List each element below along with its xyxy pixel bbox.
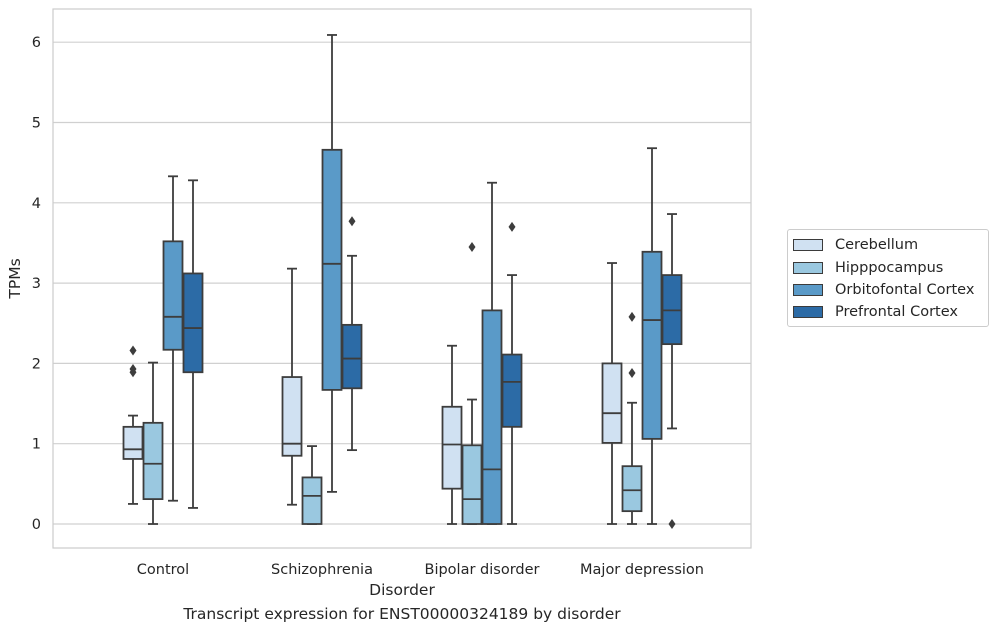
box-2-0: [162, 175, 184, 502]
box-3-1: [341, 216, 363, 452]
legend-item-prefrontal: Prefrontal Cortex: [793, 302, 958, 322]
box-1-0: [142, 361, 164, 525]
box-iqr: [182, 272, 204, 374]
x-tick-label: Major depression: [580, 562, 704, 578]
box-iqr: [481, 309, 503, 525]
y-tick-label: 0: [32, 517, 41, 533]
y-tick-label: 3: [32, 276, 41, 292]
box-2-3: [641, 147, 663, 525]
legend-swatch-hippocampus: [793, 262, 823, 274]
box-iqr: [641, 250, 663, 440]
legend: Cerebellum Hipppocampus Orbitofontal Cor…: [787, 229, 989, 327]
outlier-marker: [508, 221, 516, 232]
outlier-marker: [129, 345, 137, 356]
outlier-marker: [348, 216, 356, 227]
box-1-1: [301, 445, 323, 525]
box-iqr: [301, 476, 323, 525]
box-iqr: [162, 240, 184, 351]
box-iqr: [621, 465, 643, 513]
y-tick-label: 4: [32, 196, 41, 212]
outlier-marker: [129, 367, 137, 378]
box-iqr: [501, 353, 523, 428]
legend-label: Hipppocampus: [835, 260, 944, 276]
outlier-marker: [628, 368, 636, 379]
box-iqr: [321, 148, 343, 391]
outlier-marker: [668, 519, 676, 529]
x-tick-label: Bipolar disorder: [425, 562, 540, 578]
box-iqr: [461, 444, 483, 525]
legend-swatch-cerebellum: [793, 239, 823, 251]
y-tick-label: 5: [32, 116, 41, 132]
box-3-0: [182, 179, 204, 509]
outlier-marker: [628, 311, 636, 322]
box-iqr: [441, 405, 463, 490]
legend-swatch-prefrontal: [793, 306, 823, 318]
box-iqr: [341, 323, 363, 390]
outlier-marker: [468, 241, 476, 252]
legend-label: Orbitofontal Cortex: [835, 282, 975, 298]
box-iqr: [281, 376, 303, 457]
box-iqr: [142, 421, 164, 501]
x-axis-label: Disorder: [369, 581, 435, 599]
legend-label: Prefrontal Cortex: [835, 304, 958, 320]
box-iqr: [601, 362, 623, 444]
box-series: [122, 34, 683, 529]
box-3-3: [661, 213, 683, 529]
box-3-2: [501, 221, 523, 525]
x-tick-label: Control: [137, 562, 189, 578]
plot-frame: [52, 8, 752, 549]
legend-item-hippocampus: Hipppocampus: [793, 258, 943, 278]
y-tick-label: 2: [32, 356, 41, 372]
box-0-3: [601, 262, 623, 525]
figure-caption: Transcript expression for ENST0000032418…: [183, 605, 621, 623]
y-tick-label: 6: [32, 35, 41, 51]
legend-swatch-orbitofrontal: [793, 284, 823, 296]
y-tick-label: 1: [32, 437, 41, 453]
box-0-2: [441, 344, 463, 525]
box-2-1: [321, 34, 343, 493]
x-tick-label: Schizophrenia: [271, 562, 373, 578]
box-0-1: [281, 267, 303, 506]
box-iqr: [122, 425, 144, 460]
box-1-2: [461, 241, 483, 525]
legend-label: Cerebellum: [835, 237, 919, 253]
box-2-2: [481, 181, 503, 525]
box-0-0: [122, 345, 144, 505]
legend-item-cerebellum: Cerebellum: [793, 235, 918, 255]
box-1-3: [621, 311, 643, 525]
y-axis-label: TPMs: [6, 258, 24, 299]
axis-ticks: 0 1 2 3 4 5 6 Control Schizophrenia Bipolar disor…: [32, 35, 704, 578]
legend-item-orbitofrontal: Orbitofontal Cortex: [793, 280, 974, 300]
